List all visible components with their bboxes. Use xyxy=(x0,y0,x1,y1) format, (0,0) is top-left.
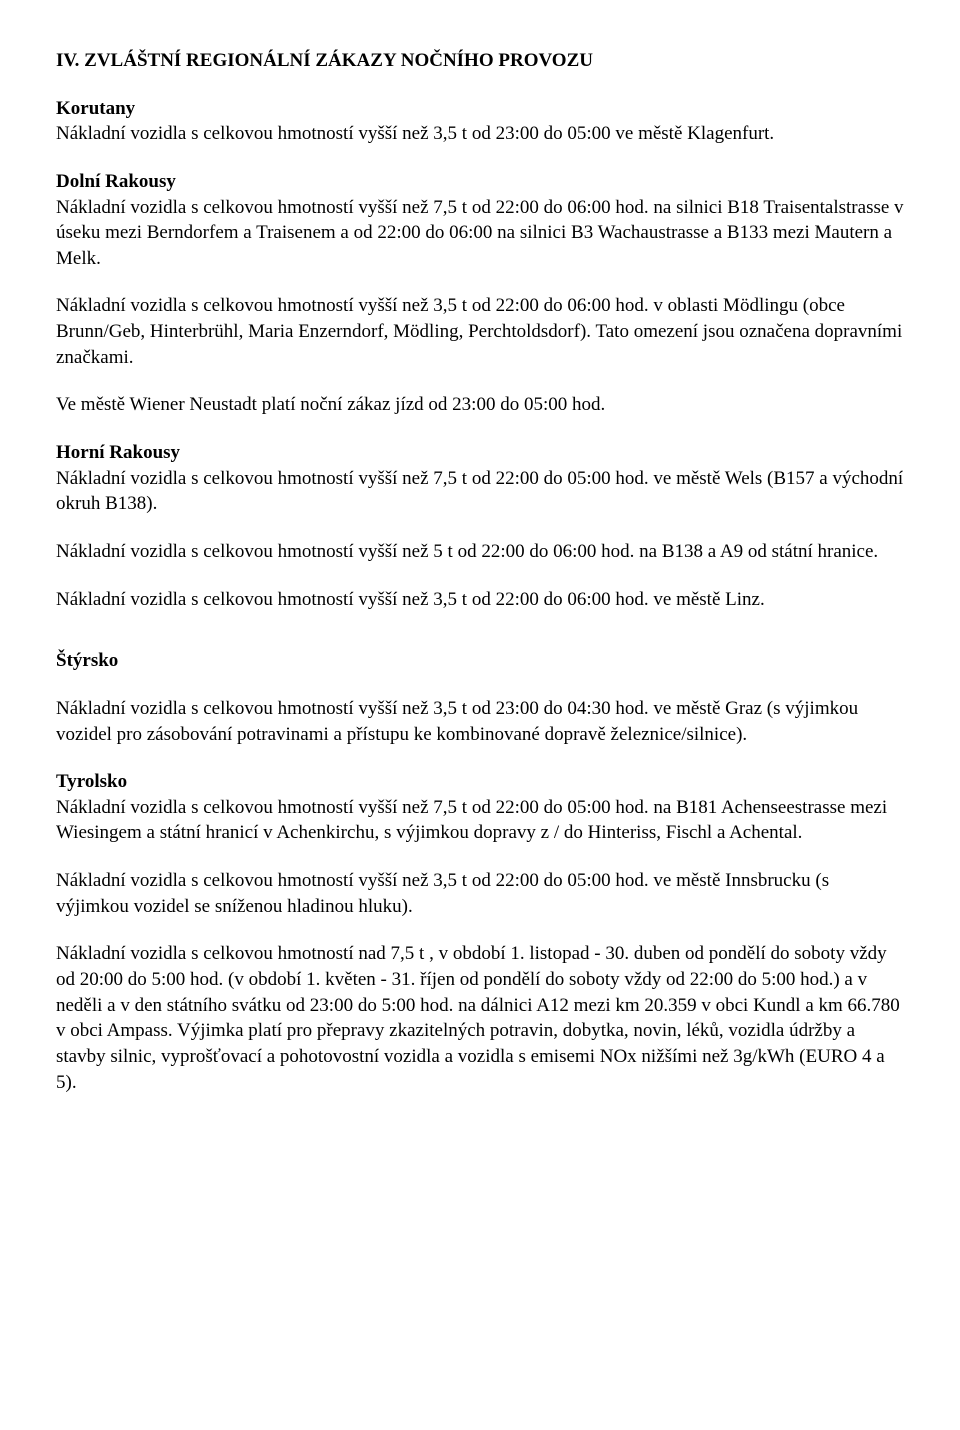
tyrolsko-heading: Tyrolsko xyxy=(56,771,127,792)
section-heading: IV. ZVLÁŠTNÍ REGIONÁLNÍ ZÁKAZY NOČNÍHO P… xyxy=(56,48,904,74)
horni-rakousy-p1: Nákladní vozidla s celkovou hmotností vy… xyxy=(56,468,903,515)
horni-rakousy-block: Horní Rakousy Nákladní vozidla s celkovo… xyxy=(56,440,904,517)
tyrolsko-p1: Nákladní vozidla s celkovou hmotností vy… xyxy=(56,797,887,844)
styrsko-heading: Štýrsko xyxy=(56,648,904,674)
dolni-rakousy-p3: Ve městě Wiener Neustadt platí noční zák… xyxy=(56,392,904,418)
tyrolsko-p2: Nákladní vozidla s celkovou hmotností vy… xyxy=(56,868,904,919)
dolni-rakousy-heading: Dolní Rakousy xyxy=(56,171,176,192)
korutany-heading: Korutany xyxy=(56,98,135,119)
styrsko-p1: Nákladní vozidla s celkovou hmotností vy… xyxy=(56,696,904,747)
dolni-rakousy-p2: Nákladní vozidla s celkovou hmotností vy… xyxy=(56,293,904,370)
tyrolsko-p3: Nákladní vozidla s celkovou hmotností na… xyxy=(56,941,904,1095)
horni-rakousy-p2: Nákladní vozidla s celkovou hmotností vy… xyxy=(56,539,904,565)
horni-rakousy-p3: Nákladní vozidla s celkovou hmotností vy… xyxy=(56,587,904,613)
dolni-rakousy-block: Dolní Rakousy Nákladní vozidla s celkovo… xyxy=(56,169,904,272)
dolni-rakousy-p1: Nákladní vozidla s celkovou hmotností vy… xyxy=(56,197,904,269)
horni-rakousy-heading: Horní Rakousy xyxy=(56,442,180,463)
korutany-text: Nákladní vozidla s celkovou hmotností vy… xyxy=(56,123,774,144)
tyrolsko-block: Tyrolsko Nákladní vozidla s celkovou hmo… xyxy=(56,769,904,846)
korutany-block: Korutany Nákladní vozidla s celkovou hmo… xyxy=(56,96,904,147)
